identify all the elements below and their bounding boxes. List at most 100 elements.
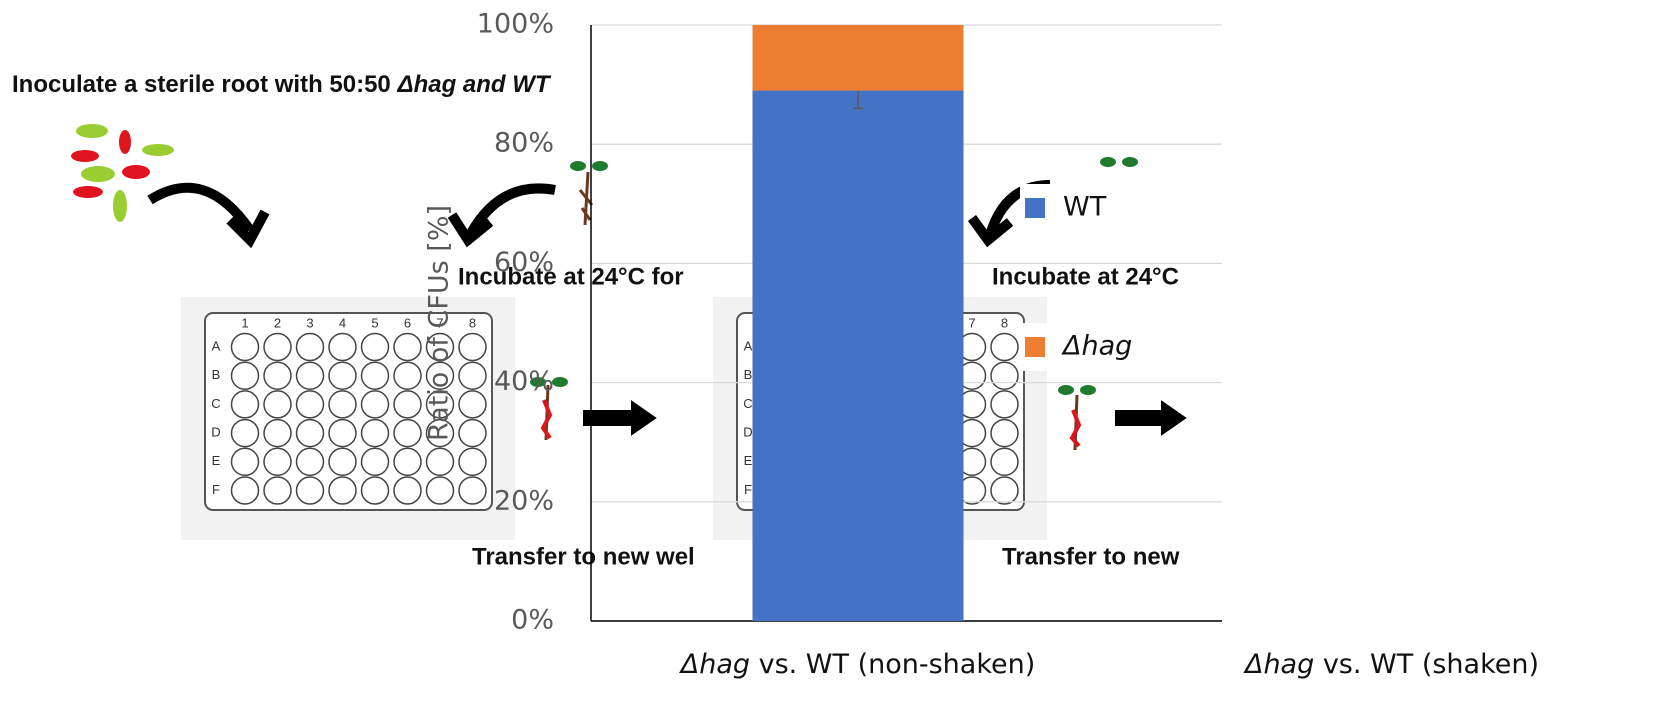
column-label: 8	[469, 315, 476, 330]
well	[362, 362, 389, 389]
y-axis-label: Ratio of CFUs [%]	[424, 205, 455, 441]
well	[297, 420, 324, 447]
step-incubate: Incubate at 24°C	[992, 263, 1179, 290]
well	[232, 362, 259, 389]
leaf	[552, 377, 568, 387]
well	[362, 420, 389, 447]
protocol-diagram: Inoculate a sterile root with 50:50 Δhag…	[12, 71, 1185, 570]
well	[264, 477, 291, 504]
row-label: B	[212, 367, 221, 382]
well	[427, 448, 454, 475]
well	[459, 334, 486, 361]
row-label: A	[212, 338, 221, 353]
well	[329, 448, 356, 475]
row-label: E	[212, 453, 221, 468]
leaf	[1122, 157, 1138, 167]
well	[991, 334, 1018, 361]
bacterium	[71, 150, 99, 162]
leaf	[1080, 385, 1096, 395]
row-label: A	[744, 338, 753, 353]
row-label: E	[744, 453, 753, 468]
step-incubate: Incubate at 24°C for	[458, 263, 684, 290]
row-label: D	[211, 425, 220, 440]
well	[991, 391, 1018, 418]
well	[991, 420, 1018, 447]
column-label: 7	[968, 315, 975, 330]
well	[394, 477, 421, 504]
well	[394, 362, 421, 389]
well	[297, 477, 324, 504]
step-text: Inoculate a sterile root with 50:50	[12, 71, 391, 98]
well	[329, 391, 356, 418]
row-label: C	[211, 396, 220, 411]
well	[297, 448, 324, 475]
column-label: 3	[306, 315, 313, 330]
row-label: B	[744, 367, 753, 382]
row-label: F	[744, 482, 752, 497]
column-label: 4	[339, 315, 346, 330]
root-bacteria	[1072, 410, 1079, 446]
bacterium	[81, 166, 115, 182]
well	[362, 477, 389, 504]
bacterium	[142, 144, 174, 156]
well	[232, 391, 259, 418]
well	[991, 477, 1018, 504]
x-tick-label: Δhag vs. WT (non-shaken)	[679, 649, 1036, 680]
well	[991, 448, 1018, 475]
well	[362, 334, 389, 361]
bacterium	[113, 190, 127, 222]
leaf	[592, 161, 608, 171]
root	[580, 172, 592, 225]
well	[264, 334, 291, 361]
well	[232, 477, 259, 504]
well	[459, 420, 486, 447]
leaf	[1058, 385, 1074, 395]
row-label: C	[743, 396, 752, 411]
y-tick-label: 60%	[494, 247, 554, 278]
column-label: 5	[371, 315, 378, 330]
well	[459, 448, 486, 475]
column-label: 1	[241, 315, 248, 330]
leaf	[1100, 157, 1116, 167]
bacterium	[122, 165, 150, 179]
well	[264, 420, 291, 447]
x-tick-label: Δhag vs. WT (shaken)	[1243, 649, 1539, 680]
y-tick-label: 40%	[494, 366, 554, 397]
well	[264, 391, 291, 418]
step-inoculate: Inoculate a sterile root with 50:50 Δhag…	[12, 71, 552, 98]
well	[394, 391, 421, 418]
bar-segment	[753, 91, 964, 621]
well	[362, 391, 389, 418]
well	[329, 334, 356, 361]
step-transfer: Transfer to new	[1002, 543, 1180, 570]
well	[232, 334, 259, 361]
well	[232, 448, 259, 475]
arrow-head	[1162, 402, 1185, 434]
well	[297, 391, 324, 418]
y-tick-label: 80%	[494, 128, 554, 159]
well	[394, 334, 421, 361]
root-bacteria	[543, 400, 550, 438]
legend-swatch	[1025, 198, 1045, 218]
legend-label: Δhag	[1061, 331, 1132, 362]
well	[232, 420, 259, 447]
bacteria	[71, 124, 174, 222]
legend-swatch	[1025, 337, 1045, 357]
bacterium	[76, 124, 108, 138]
y-tick-label: 100%	[477, 9, 554, 40]
column-label: 8	[1001, 315, 1008, 330]
well	[264, 362, 291, 389]
y-tick-label: 20%	[494, 485, 554, 516]
legend-label: WT	[1063, 192, 1107, 223]
well	[394, 420, 421, 447]
row-label: D	[743, 425, 752, 440]
well	[329, 420, 356, 447]
well	[264, 448, 291, 475]
well	[459, 477, 486, 504]
leaf	[570, 161, 586, 171]
bacterium	[73, 186, 103, 198]
well	[459, 362, 486, 389]
arrow-head	[632, 402, 655, 434]
well	[362, 448, 389, 475]
well-plate: 1ABCDEF2345678	[181, 297, 515, 540]
